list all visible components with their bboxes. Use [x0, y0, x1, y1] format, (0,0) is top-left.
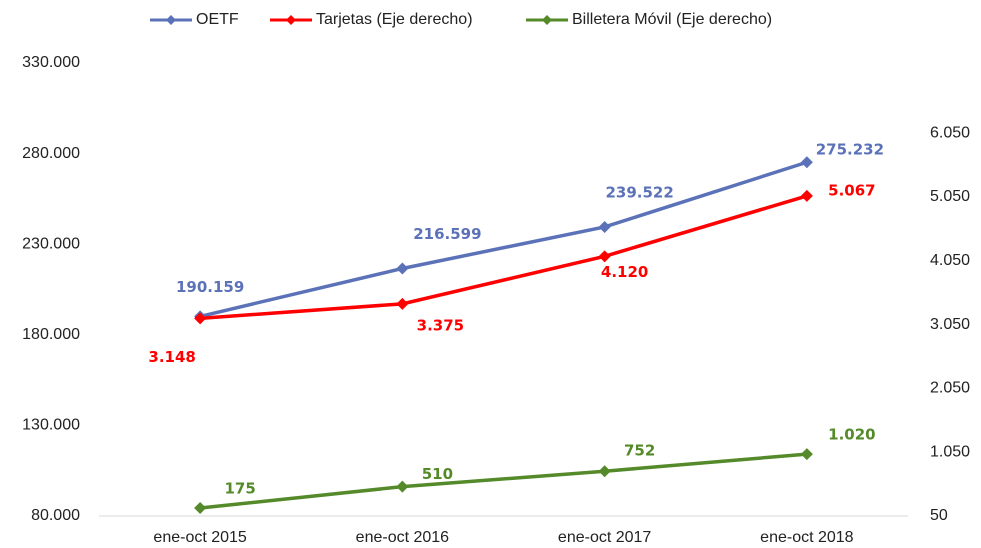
- x-tick-label: ene-oct 2015: [153, 529, 247, 546]
- data-label: 275.232: [816, 141, 884, 159]
- data-label: 5.067: [828, 181, 875, 199]
- data-label: 3.148: [148, 348, 195, 366]
- data-label: 1.020: [828, 426, 875, 444]
- data-label: 4.120: [601, 263, 648, 281]
- data-label: 175: [224, 480, 255, 498]
- marker: [598, 465, 611, 478]
- y-tick-label: 330.000: [22, 54, 80, 71]
- series-line: [200, 194, 808, 321]
- x-tick-label: ene-oct 2018: [760, 529, 854, 546]
- y-tick-label: 180.000: [22, 326, 80, 343]
- marker: [396, 297, 409, 310]
- data-label: 190.159: [176, 278, 244, 296]
- x-tick-label: ene-oct 2017: [558, 529, 652, 546]
- y2-tick-label: 50: [930, 507, 948, 524]
- marker: [194, 312, 207, 325]
- marker: [598, 250, 611, 263]
- data-label: 510: [422, 465, 453, 483]
- y2-tick-label: 5.050: [930, 188, 970, 205]
- y-tick-label: 280.000: [22, 145, 80, 162]
- series-line: [199, 452, 808, 510]
- x-tick-label: ene-oct 2016: [356, 529, 450, 546]
- y-tick-label: 130.000: [22, 417, 80, 434]
- legend-marker: [286, 15, 296, 25]
- legend-marker: [166, 15, 176, 25]
- marker: [800, 156, 813, 169]
- marker: [194, 502, 207, 515]
- marker: [396, 262, 409, 275]
- marker: [800, 448, 813, 461]
- data-label: 752: [624, 442, 655, 460]
- series-line: [199, 160, 808, 319]
- marker: [396, 480, 409, 493]
- legend-label: Billetera Móvil (Eje derecho): [572, 11, 772, 28]
- data-label: 239.522: [605, 183, 673, 201]
- legend-label: Tarjetas (Eje derecho): [316, 11, 473, 28]
- data-label: 216.599: [413, 225, 481, 243]
- legend-label: OETF: [196, 11, 239, 28]
- y2-tick-label: 2.050: [930, 380, 970, 397]
- y2-tick-label: 6.050: [930, 124, 970, 141]
- marker: [800, 189, 813, 202]
- y2-tick-label: 1.050: [930, 443, 970, 460]
- marker: [598, 220, 611, 233]
- y2-tick-label: 3.050: [930, 316, 970, 333]
- y2-tick-label: 4.050: [930, 252, 970, 269]
- data-label: 3.375: [417, 316, 464, 334]
- legend-marker: [542, 15, 552, 25]
- y-tick-label: 230.000: [22, 235, 80, 252]
- y-tick-label: 80.000: [31, 507, 80, 524]
